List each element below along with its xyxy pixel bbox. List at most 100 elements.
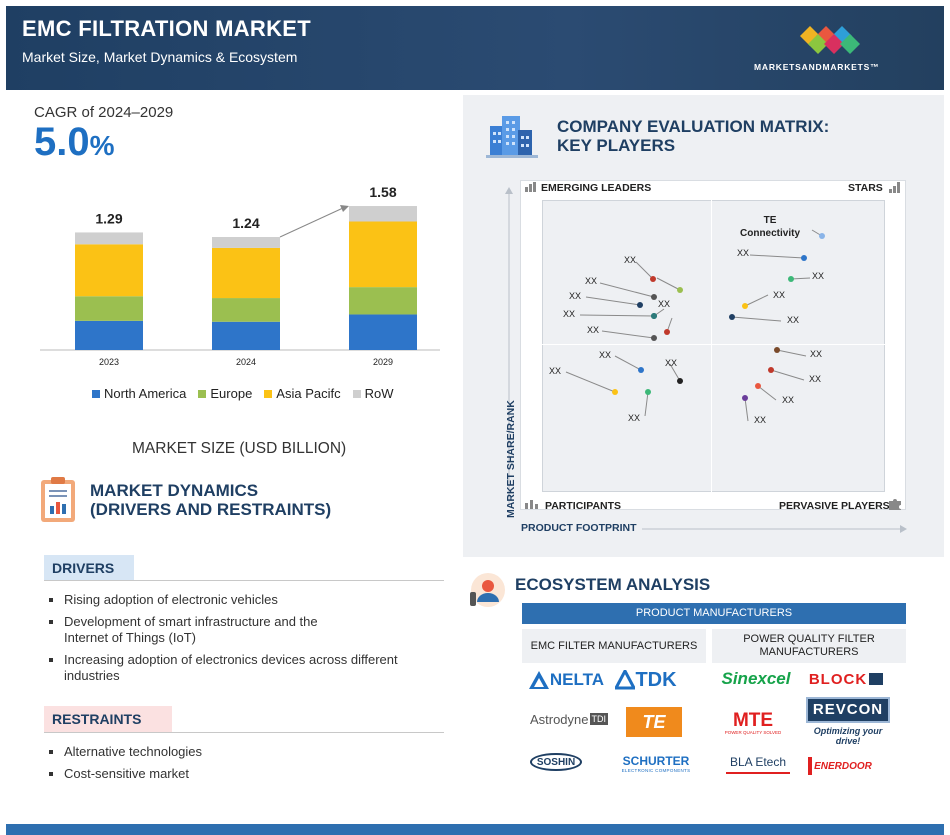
player-label: XX — [599, 350, 611, 360]
list-item: Alternative technologies — [44, 744, 444, 760]
te-connectivity-label: TE Connectivity — [740, 214, 800, 240]
legend-item: RoW — [352, 386, 394, 401]
legend-swatch — [264, 389, 273, 398]
mte-logo: MTE POWER QUALITY SOLVED — [722, 711, 784, 737]
header-banner — [6, 6, 944, 90]
legend-swatch — [92, 389, 100, 398]
player-dot — [677, 378, 683, 384]
cagr-unit: % — [89, 130, 115, 161]
bar-segment — [75, 320, 143, 350]
bar-segment — [212, 298, 280, 322]
astrodyne-text: Astrodyne — [529, 711, 589, 727]
bar-total-label: 1.58 — [369, 184, 396, 200]
quadrant-emerging-leaders: EMERGING LEADERS — [541, 182, 652, 194]
bar-segment — [349, 221, 417, 288]
market-dynamics-title: MARKET DYNAMICS (DRIVERS AND RESTRAINTS) — [90, 481, 331, 519]
player-leader-line — [744, 397, 749, 422]
player-dot — [755, 383, 761, 389]
player-leader-line — [656, 277, 681, 291]
clipboard-icon — [41, 477, 75, 522]
buildings-icon — [486, 116, 538, 158]
sinexcel-logo: Sinexcel — [721, 669, 791, 688]
player-dot — [774, 347, 780, 353]
legend-swatch — [198, 389, 207, 398]
growth-arrow-head — [340, 205, 349, 213]
legend-label: RoW — [364, 386, 394, 401]
player-label: XX — [810, 349, 822, 359]
emerging-leaders-icon — [525, 182, 536, 192]
footer-bar — [6, 824, 944, 835]
legend-item: Europe — [198, 386, 252, 401]
cagr-label: CAGR of 2024–2029 — [34, 104, 174, 121]
divider — [44, 732, 444, 733]
x-axis-label: PRODUCT FOOTPRINT — [521, 522, 637, 534]
category-label: 2029 — [373, 357, 393, 367]
list-item: Increasing adoption of electronics devic… — [44, 652, 444, 684]
enerdoor-logo: ENERDOOR — [808, 757, 874, 775]
market-dynamics-title-line1: MARKET DYNAMICS — [90, 481, 259, 500]
player-leader-line — [669, 363, 681, 382]
market-size-chart: 1.29 2023 1.24 2024 1.58 2029 — [40, 184, 440, 367]
category-label: 2024 — [236, 357, 256, 367]
player-label: XX — [569, 291, 581, 301]
legend-label: North America — [104, 386, 187, 401]
tdk-text: TDK — [635, 668, 677, 691]
participants-icon — [525, 500, 538, 509]
player-label: XX — [782, 395, 794, 405]
tdi-text: TDI — [589, 713, 609, 725]
bar-total-label: 1.24 — [232, 215, 259, 231]
te-label-line1: TE — [763, 215, 777, 226]
player-dot — [768, 367, 774, 373]
legend-label: Europe — [210, 386, 253, 401]
player-dot — [664, 329, 670, 335]
revcon-text: REVCON — [806, 697, 890, 723]
player-dot — [651, 335, 657, 341]
player-leader-line — [731, 316, 782, 322]
x-axis-arrow — [642, 525, 907, 533]
delta-logo: NELTA — [528, 668, 604, 692]
y-axis-arrow — [505, 187, 513, 504]
player-dot — [637, 302, 643, 308]
player-leader-line — [579, 314, 655, 317]
player-label: XX — [809, 374, 821, 384]
bar-segment — [212, 321, 280, 350]
bar-segment — [75, 244, 143, 297]
player-dot — [645, 389, 651, 395]
mte-text: MTE — [732, 710, 774, 731]
bar-segment — [349, 206, 417, 222]
list-item: Rising adoption of electronic vehicles — [44, 592, 444, 608]
divider — [44, 580, 444, 581]
player-dot — [651, 313, 657, 319]
bar-segment — [212, 247, 280, 299]
cagr-number: 5.0 — [34, 120, 90, 164]
player-dot — [742, 395, 748, 401]
player-leader-line — [585, 296, 641, 306]
market-dynamics-title-line2: (DRIVERS AND RESTRAINTS) — [90, 500, 332, 519]
matrix-divider-v — [711, 200, 712, 492]
puzzle-icon — [889, 499, 901, 510]
player-dot — [612, 389, 618, 395]
bar-segment — [75, 232, 143, 245]
block-logo: BLOCK — [806, 668, 886, 690]
player-label: XX — [773, 290, 785, 300]
player-label: XX — [787, 315, 799, 325]
player-label: XX — [624, 255, 636, 265]
player-label: XX — [812, 271, 824, 281]
bar-segment — [212, 237, 280, 248]
block-mark-icon — [869, 673, 884, 685]
brand-logo-icon — [800, 26, 860, 54]
player-label: XX — [585, 276, 597, 286]
player-dot — [651, 294, 657, 300]
legend-item: North America — [92, 386, 186, 401]
player-dot — [788, 276, 794, 282]
schurter-text: SCHURTER — [622, 754, 690, 768]
player-leader-line — [635, 261, 654, 280]
quadrant-participants: PARTICIPANTS — [545, 500, 622, 512]
emc-filter-header: EMC FILTER MANUFACTURERS — [522, 629, 706, 663]
te-logo: TE — [626, 707, 682, 737]
bla-etech-logo: BLA Etech — [726, 752, 790, 774]
player-leader-line — [790, 277, 811, 280]
matrix-divider-h — [542, 344, 885, 345]
matrix-title: COMPANY EVALUATION MATRIX: KEY PLAYERS — [557, 117, 829, 155]
